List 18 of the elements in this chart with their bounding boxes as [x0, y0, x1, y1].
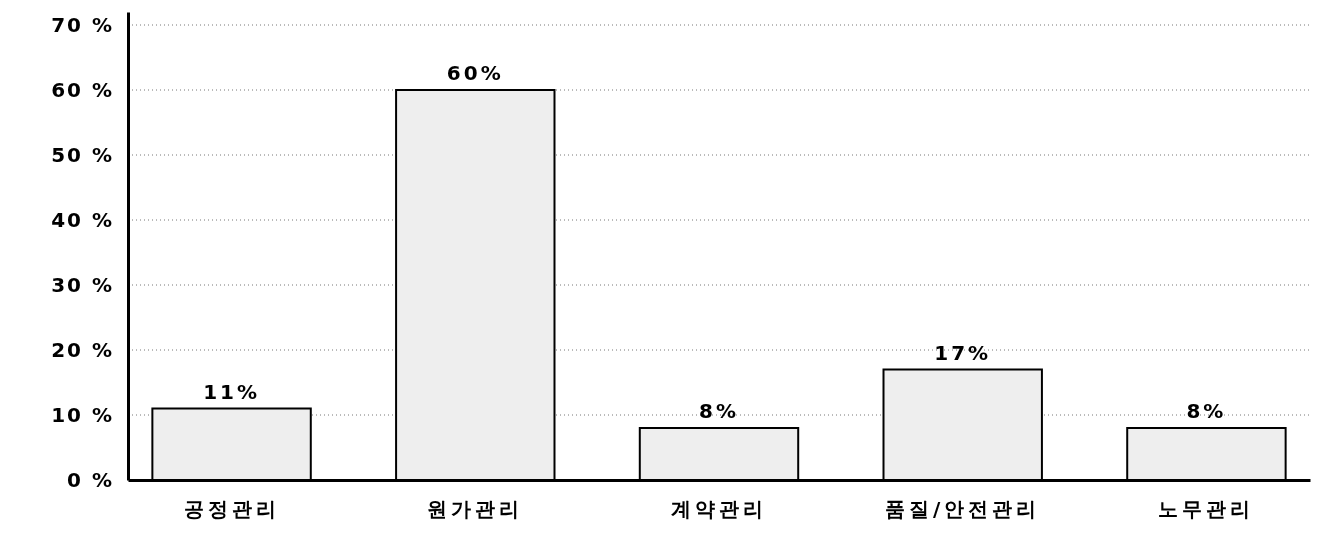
- y-tick-label: 10 %: [51, 402, 114, 427]
- y-tick-label: 70 %: [51, 12, 114, 37]
- x-tick-label: 노무관리: [1158, 497, 1255, 522]
- data-label: 8%: [1186, 399, 1227, 423]
- data-label: 11%: [203, 379, 261, 404]
- x-tick-label: 공정관리: [183, 497, 280, 522]
- data-label: 8%: [699, 399, 739, 423]
- y-tick-label: 40 %: [51, 207, 114, 232]
- y-tick-label: 30 %: [51, 272, 114, 297]
- y-tick-label: 60 %: [51, 77, 114, 102]
- y-tick-label: 20 %: [51, 337, 114, 362]
- x-tick-label: 계약관리: [671, 497, 767, 522]
- y-tick-label: 50 %: [51, 142, 114, 167]
- x-tick-label: 원가관리: [427, 497, 524, 522]
- y-tick-label: 0 %: [67, 467, 114, 492]
- x-tick-label: 품질/안전관리: [885, 497, 1041, 522]
- data-label: 60%: [446, 61, 504, 85]
- data-label: 17%: [934, 340, 992, 365]
